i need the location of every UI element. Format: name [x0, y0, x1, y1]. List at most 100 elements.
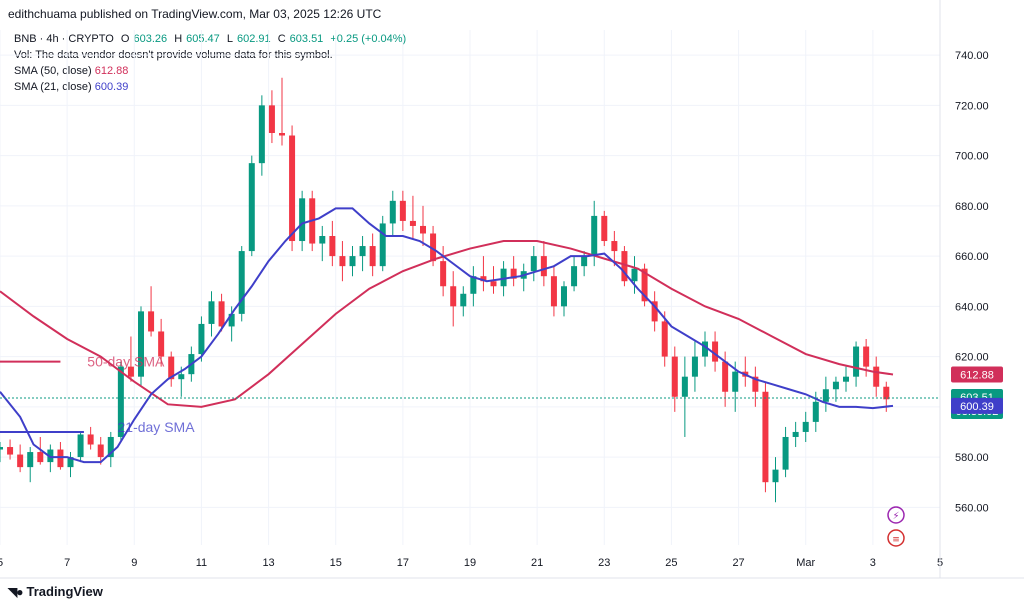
candle-up[interactable] — [198, 323, 205, 355]
candle-down[interactable] — [752, 376, 759, 392]
candle-down[interactable] — [601, 215, 608, 242]
legend-symbol[interactable]: BNB · 4h · CRYPTO — [14, 33, 114, 45]
candle-down[interactable] — [339, 256, 346, 267]
lightning-glyph: ⚡ — [892, 511, 899, 522]
candle-up[interactable] — [379, 223, 386, 267]
candle-down[interactable] — [399, 200, 406, 221]
candle-up[interactable] — [47, 449, 54, 463]
candle-down[interactable] — [883, 386, 890, 400]
candle-down[interactable] — [168, 356, 175, 380]
candle-up[interactable] — [77, 434, 84, 458]
candle-up[interactable] — [843, 376, 849, 382]
candle-up[interactable] — [67, 457, 74, 468]
candle-down[interactable] — [7, 447, 14, 455]
candle-down[interactable] — [611, 241, 618, 252]
candle-down[interactable] — [641, 268, 648, 302]
x-tick-label: 19 — [464, 557, 476, 569]
candle-down[interactable] — [450, 286, 457, 307]
y-tick-label: 560.00 — [955, 502, 989, 514]
candle-down[interactable] — [218, 301, 225, 327]
candle-up[interactable] — [138, 311, 144, 377]
candle-down[interactable] — [420, 225, 426, 234]
legend-sma21-row[interactable]: SMA (21, close) 600.39 — [14, 79, 414, 95]
candle-up[interactable] — [178, 374, 185, 380]
candle-down[interactable] — [480, 276, 487, 282]
candle-down[interactable] — [440, 261, 447, 287]
candle-down[interactable] — [661, 321, 668, 357]
candle-down[interactable] — [148, 311, 155, 332]
candle-up[interactable] — [702, 341, 708, 357]
candle-up[interactable] — [470, 276, 477, 294]
candle-up[interactable] — [812, 401, 819, 422]
candle-up[interactable] — [319, 236, 326, 244]
candle-up[interactable] — [792, 431, 799, 437]
candle-down[interactable] — [17, 454, 24, 468]
event-flag-icon[interactable] — [887, 529, 905, 547]
candle-up[interactable] — [681, 376, 688, 397]
tradingview-brand[interactable]: ◥● TradingView — [8, 584, 103, 599]
candle-up[interactable] — [460, 293, 467, 307]
candle-up[interactable] — [107, 436, 114, 458]
candle-down[interactable] — [540, 256, 547, 277]
candle-up[interactable] — [561, 286, 567, 307]
candle-down[interactable] — [158, 331, 165, 357]
candle-up[interactable] — [238, 251, 245, 314]
candle-up[interactable] — [299, 198, 306, 242]
candle-up[interactable] — [591, 215, 598, 257]
candle-up[interactable] — [691, 356, 698, 377]
sma50-tag-bg — [951, 366, 1003, 383]
candle-up[interactable] — [772, 469, 779, 483]
candle-down[interactable] — [57, 449, 64, 468]
candle-down[interactable] — [97, 444, 104, 458]
candle-down[interactable] — [550, 276, 557, 307]
candle-down[interactable] — [279, 133, 285, 136]
candle-down[interactable] — [289, 135, 296, 242]
x-tick-label: 27 — [732, 557, 744, 569]
publisher-line: edithchuama published on TradingView.com… — [8, 7, 382, 21]
legend-sma50-row[interactable]: SMA (50, close) 612.88 — [14, 63, 414, 79]
candle-up[interactable] — [389, 200, 396, 224]
candle-up[interactable] — [832, 381, 839, 390]
candle-down[interactable] — [712, 341, 719, 362]
candle-down[interactable] — [651, 301, 658, 322]
candle-up[interactable] — [853, 346, 860, 377]
candle-down[interactable] — [873, 366, 880, 387]
sma50-tag-label: 612.88 — [960, 369, 994, 381]
candle-down[interactable] — [127, 366, 134, 377]
candle-down[interactable] — [762, 391, 769, 483]
candle-down[interactable] — [409, 220, 416, 226]
candle-up[interactable] — [530, 256, 537, 272]
candle-down[interactable] — [863, 346, 870, 367]
candle-down[interactable] — [490, 281, 497, 287]
candle-up[interactable] — [631, 268, 638, 282]
candle-up[interactable] — [782, 436, 789, 470]
candle-up[interactable] — [117, 366, 124, 437]
candle-down[interactable] — [268, 105, 275, 133]
annotation-label: 21-day SMA — [118, 419, 196, 435]
candle-up[interactable] — [248, 163, 255, 252]
candle-down[interactable] — [621, 251, 628, 282]
candle-down[interactable] — [510, 268, 517, 279]
candle-up[interactable] — [581, 256, 588, 267]
candle-down[interactable] — [671, 356, 678, 397]
candle-down[interactable] — [87, 434, 94, 445]
candle-up[interactable] — [27, 452, 34, 468]
candle-down[interactable] — [430, 233, 437, 262]
candle-down[interactable] — [722, 361, 729, 392]
candle-up[interactable] — [228, 313, 235, 327]
candle-up[interactable] — [732, 371, 739, 392]
candle-up[interactable] — [349, 256, 356, 267]
candle-up[interactable] — [359, 246, 366, 257]
candle-up[interactable] — [0, 447, 3, 450]
candle-down[interactable] — [369, 246, 376, 267]
candle-up[interactable] — [208, 301, 215, 324]
candle-up[interactable] — [822, 389, 829, 402]
candle-down[interactable] — [329, 236, 336, 257]
candle-up[interactable] — [571, 266, 578, 287]
candle-up[interactable] — [258, 105, 265, 164]
candle-up[interactable] — [500, 268, 507, 287]
candle-down[interactable] — [37, 452, 44, 463]
candle-up[interactable] — [802, 421, 809, 432]
event-lightning-icon[interactable] — [887, 506, 905, 524]
